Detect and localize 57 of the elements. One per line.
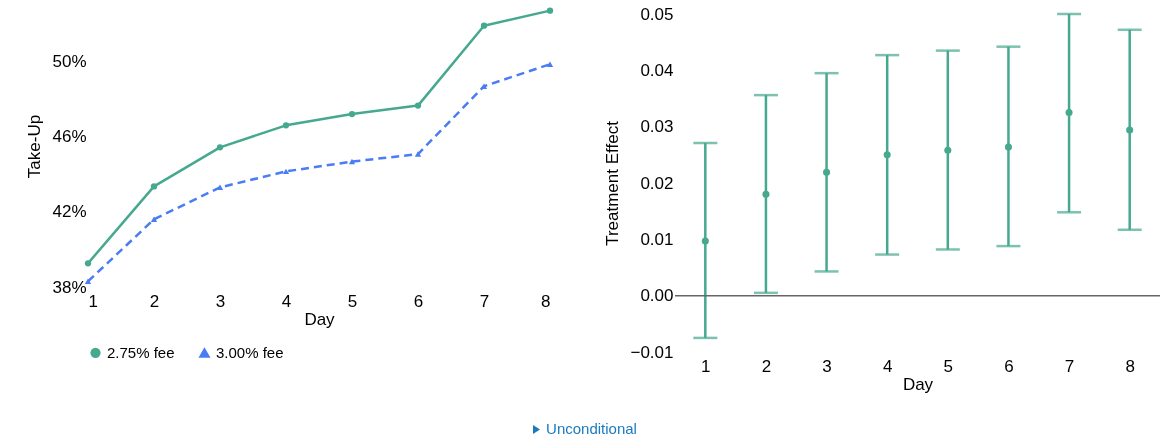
point [701,237,709,245]
y-tick-label: 50% [52,51,87,71]
y-tick-label: 0.01 [640,229,674,249]
point [348,110,356,118]
point [216,144,224,151]
x-axis-title: Day [304,309,336,329]
x-tick-label: 8 [541,291,551,311]
y-tick-label: 42% [52,202,87,222]
point [216,184,224,191]
point [414,151,422,157]
x-tick-label: 3 [215,291,226,311]
x-tick-label: 8 [1125,356,1135,376]
y-axis-title: Treatment Effect [603,120,623,246]
point [546,61,554,67]
point [150,183,158,190]
point [944,146,952,154]
y-tick-label: 0.04 [640,60,674,80]
x-tick-label: 5 [347,291,358,311]
point [480,22,488,29]
point [823,168,831,176]
y-tick-label: 0.02 [640,173,674,193]
x-tick-label: 2 [761,356,772,376]
x-tick-label: 2 [149,291,160,311]
point [414,102,422,109]
point [282,122,290,129]
x-tick-label: 5 [943,356,954,376]
x-tick-label: 3 [822,356,832,376]
y-tick-label: 0.00 [640,286,674,306]
point [150,216,158,223]
point [1065,109,1073,117]
x-tick-label: 1 [88,291,98,311]
x-tick-label: 1 [701,356,711,376]
point [1004,143,1012,151]
point [883,151,891,159]
point [1126,126,1134,134]
x-tick-label: 7 [479,291,490,311]
y-tick-label: 0.05 [640,4,674,24]
point [480,83,488,89]
y-tick-label: 46% [52,127,87,147]
legend-label: 3.00% fee [216,344,284,362]
x-tick-label: 7 [1064,356,1075,376]
text: Unconditional [546,420,637,437]
legend-label: 2.75% fee [107,343,175,361]
x-tick-label: 6 [1004,356,1014,376]
point [282,168,290,175]
point [762,190,770,198]
x-tick-label: 6 [413,291,424,311]
x-axis-title: Day [902,374,934,394]
point [84,260,92,267]
y-axis-title: Take-Up [25,114,45,179]
x-tick-label: 4 [281,291,292,311]
point [546,7,554,14]
y-tick-label: −0.01 [630,342,674,362]
x-tick-label: 4 [882,356,893,376]
y-tick-label: 0.03 [640,117,674,137]
point [348,158,356,165]
y-tick-label: 38% [52,277,87,297]
